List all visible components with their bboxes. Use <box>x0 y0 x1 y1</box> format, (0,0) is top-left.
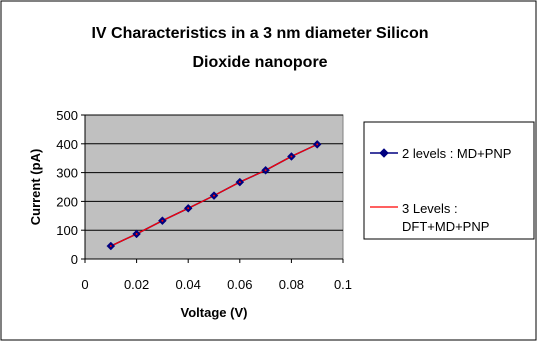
data-point-3-levels <box>187 207 190 210</box>
legend-label-series-2-line-2: DFT+MD+PNP <box>402 219 489 234</box>
y-tick-label: 500 <box>56 108 78 123</box>
data-point-3-levels <box>135 232 138 235</box>
chart-title-line-1: IV Characteristics in a 3 nm diameter Si… <box>91 25 428 42</box>
data-point-3-levels <box>238 181 241 184</box>
tick-labels: 0 100 200 300 400 500 0 0.02 0.04 0.06 0.08 0.1 <box>56 108 352 292</box>
x-tick-label: 0.06 <box>227 277 252 292</box>
y-tick-label: 100 <box>56 223 78 238</box>
y-tick-label: 0 <box>71 252 78 267</box>
y-tick-label: 400 <box>56 137 78 152</box>
data-point-3-levels <box>264 169 267 172</box>
chart-title-line-2: Dioxide nanopore <box>192 54 327 71</box>
x-tick-label: 0.08 <box>279 277 304 292</box>
y-axis-title: Current (pA) <box>28 149 43 226</box>
series-layer <box>106 140 322 251</box>
legend-marker-series-1 <box>379 148 389 158</box>
x-tick-label: 0.04 <box>176 277 201 292</box>
data-point-3-levels <box>109 245 112 248</box>
legend-box <box>363 121 535 240</box>
y-tick-label: 300 <box>56 166 78 181</box>
data-point-3-levels <box>213 194 215 197</box>
x-tick-label: 0.02 <box>124 277 149 292</box>
x-axis-title: Voltage (V) <box>181 305 248 320</box>
gridlines <box>81 114 344 263</box>
legend-label-series-2-line-1: 3 Levels : <box>402 201 458 216</box>
x-tick-label: 0 <box>81 277 88 292</box>
data-point-3-levels <box>290 155 293 158</box>
legend-label-series-1: 2 levels : MD+PNP <box>402 146 511 161</box>
legend: 2 levels : MD+PNP 3 Levels : DFT+MD+PNP <box>363 121 535 240</box>
y-tick-label: 200 <box>56 194 78 209</box>
data-point-3-levels <box>316 143 319 146</box>
x-tick-label: 0.1 <box>334 277 352 292</box>
plot-area <box>84 114 344 260</box>
data-point-3-levels <box>161 219 164 222</box>
